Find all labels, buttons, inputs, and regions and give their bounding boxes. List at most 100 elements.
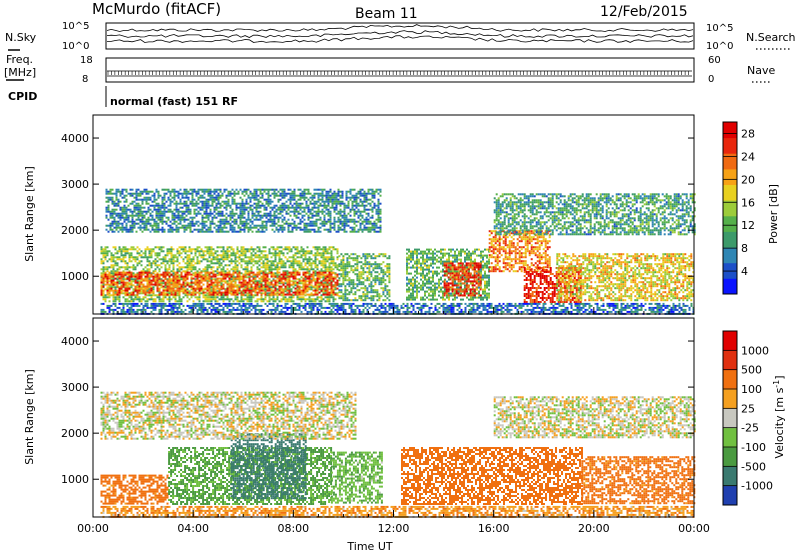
power-cell — [228, 264, 231, 267]
power-cell — [359, 200, 362, 203]
power-cell — [176, 258, 179, 261]
power-cell — [198, 289, 201, 292]
power-cell — [136, 275, 139, 278]
power-cell — [137, 212, 140, 215]
power-cell — [194, 281, 197, 284]
power-cell — [298, 296, 301, 299]
power-cell — [112, 275, 115, 278]
power-cell — [245, 192, 248, 195]
power-cell — [218, 258, 221, 261]
power-cell — [313, 230, 316, 233]
power-cell — [290, 250, 293, 253]
power-cell — [302, 285, 305, 288]
power-cell — [255, 210, 258, 213]
nsky-trace-0 — [106, 24, 694, 32]
power-cell — [268, 286, 271, 289]
power-cell — [271, 214, 274, 217]
power-cell — [211, 218, 214, 221]
power-cell — [113, 216, 116, 219]
power-cell — [199, 230, 202, 233]
power-cell — [226, 283, 229, 286]
power-cell — [290, 248, 293, 251]
power-cell — [282, 288, 285, 291]
power-cell — [175, 194, 178, 197]
power-cell — [319, 204, 322, 207]
power-cell — [224, 275, 227, 278]
power-cell — [112, 298, 115, 301]
power-cell — [325, 196, 328, 199]
power-cell — [271, 224, 274, 227]
power-cell — [291, 222, 294, 225]
power-cell — [324, 293, 327, 296]
power-cell — [146, 273, 149, 276]
power-cell — [256, 271, 259, 274]
power-cell — [250, 256, 253, 259]
power-cell — [280, 285, 283, 288]
power-cell — [256, 287, 259, 290]
power-cell — [331, 204, 334, 207]
power-cell — [367, 190, 370, 193]
power-cell — [105, 200, 108, 203]
power-cell — [207, 226, 210, 229]
power-cell — [325, 228, 328, 231]
power-cell — [219, 202, 222, 205]
power-cell — [132, 275, 135, 278]
power-cell — [108, 277, 111, 280]
power-cell — [325, 200, 328, 203]
power-cell — [253, 226, 256, 229]
power-cell — [138, 287, 141, 290]
power-cell — [234, 266, 237, 269]
power-cell — [311, 224, 314, 227]
power-cell — [234, 296, 237, 299]
power-cell — [208, 285, 211, 288]
power-cell — [182, 250, 185, 253]
power-cell — [302, 271, 305, 274]
power-cell — [330, 260, 333, 263]
power-cell — [132, 300, 135, 303]
power-cell — [286, 252, 289, 255]
power-cell — [274, 287, 277, 290]
power-cell — [270, 270, 273, 273]
power-cell — [168, 277, 171, 280]
power-cell — [357, 230, 360, 233]
power-cell — [235, 230, 238, 233]
power-cell — [256, 266, 259, 269]
power-cell — [105, 210, 108, 213]
power-cell — [317, 196, 320, 199]
power-cell — [128, 293, 131, 296]
power-cell — [116, 298, 119, 301]
power-cell — [138, 296, 141, 299]
power-cell — [113, 226, 116, 229]
power-cell — [321, 198, 324, 201]
power-cell — [214, 300, 217, 303]
power-cell — [107, 210, 110, 213]
power-cell — [287, 224, 290, 227]
power-cell — [339, 226, 342, 229]
power-cell — [198, 273, 201, 276]
power-cell — [323, 228, 326, 231]
power-cell — [328, 271, 331, 274]
power-cell — [185, 196, 188, 199]
power-cell — [162, 285, 165, 288]
power-cell — [178, 254, 181, 257]
power-cell — [274, 272, 277, 275]
power-cell — [305, 212, 308, 215]
power-cell — [149, 212, 152, 215]
power-cell — [189, 210, 192, 213]
power-cell — [262, 286, 265, 289]
power-cell — [288, 296, 291, 299]
power-cell — [264, 293, 267, 296]
power-cell — [144, 277, 147, 280]
power-cell — [109, 192, 112, 195]
power-cell — [273, 206, 276, 209]
power-cell — [210, 283, 213, 286]
power-cell — [276, 291, 279, 294]
power-cell — [191, 222, 194, 225]
power-cell — [137, 202, 140, 205]
power-cell — [112, 266, 115, 269]
power-cell — [157, 224, 160, 227]
power-cell — [151, 224, 154, 227]
power-cell — [172, 289, 175, 292]
power-cell — [108, 300, 111, 303]
power-cell — [145, 228, 148, 231]
